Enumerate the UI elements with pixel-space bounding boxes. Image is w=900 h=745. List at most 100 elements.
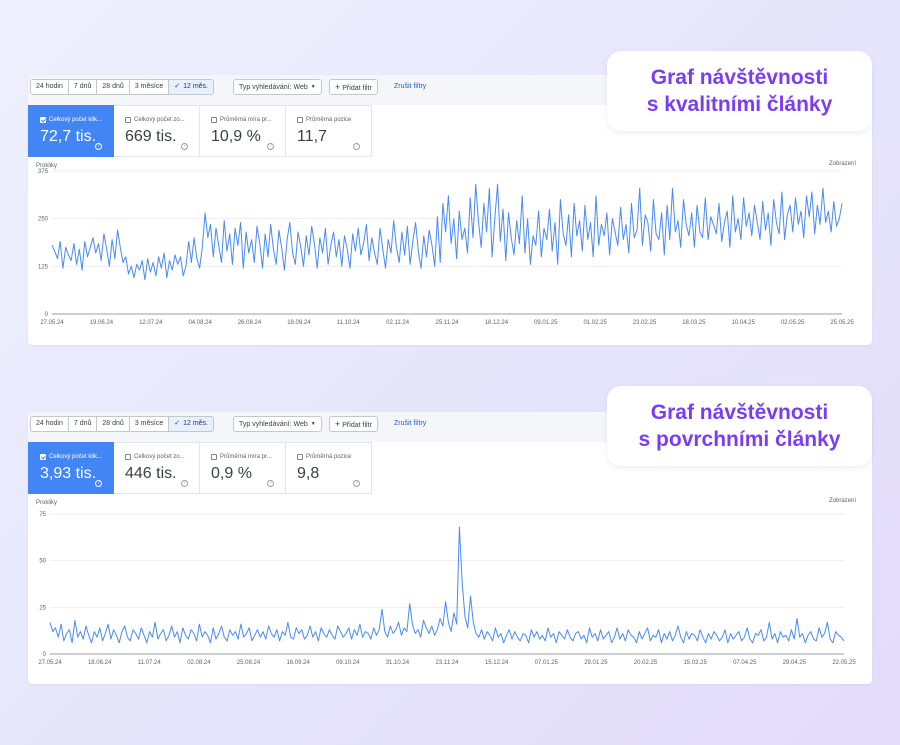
range-12-months-label: 12 měs. [183, 420, 208, 427]
x-tick-label: 25.11.24 [436, 320, 460, 326]
y2-axis-label: Zobrazení [828, 498, 856, 504]
callout-line2: s povrchními články [638, 428, 841, 451]
x-tick-label: 27.05.24 [38, 660, 62, 666]
metric-value: 446 tis. [125, 465, 177, 482]
range-7-days-button[interactable]: 7 dnů [69, 417, 98, 431]
y-tick-label: 125 [38, 264, 49, 270]
range-24-hours-button[interactable]: 24 hodin [31, 80, 69, 94]
metric-card-position[interactable]: Průměrná pozice 9,8 ? [286, 442, 372, 494]
help-icon[interactable]: ? [181, 143, 188, 150]
x-tick-label: 10.04.25 [732, 320, 756, 326]
metric-label: Celkový počet klik... [40, 454, 102, 460]
add-filter-label: Přidat filtr [342, 85, 372, 92]
metric-card-position[interactable]: Průměrná pozice 11,7 ? [286, 105, 372, 157]
range-12-months-button[interactable]: ✓ 12 měs. [169, 80, 213, 94]
help-icon[interactable]: ? [267, 143, 274, 150]
y-tick-label: 50 [39, 559, 46, 565]
callout-line2: s kvalitními články [646, 93, 833, 116]
metric-label: Celkový počet klik... [40, 117, 102, 123]
y-tick-label: 0 [43, 652, 47, 658]
help-icon[interactable]: ? [353, 480, 360, 487]
metric-label: Průměrná míra pr... [211, 117, 272, 123]
x-tick-label: 22.05.25 [832, 660, 856, 666]
x-tick-label: 01.02.25 [583, 320, 607, 326]
metric-label-text: Celkový počet klik... [49, 454, 103, 460]
clear-filters-link[interactable]: Zrušit filtry [394, 420, 427, 427]
metric-card-ctr[interactable]: Průměrná míra pr... 0,9 % ? [200, 442, 286, 494]
x-tick-label: 04.08.24 [188, 320, 212, 326]
x-tick-label: 16.09.24 [286, 660, 310, 666]
line-chart: 0 125 250 375 27.05.24 19.06.24 12.07.24 04.08.… [38, 169, 854, 326]
metric-label-text: Průměrná míra pr... [220, 454, 272, 460]
metric-card-impressions[interactable]: Celkový počet zo... 669 tis. ? [114, 105, 200, 157]
metric-value: 9,8 [297, 465, 320, 482]
date-range-selector: 24 hodin 7 dnů 28 dnů 3 měsíce ✓ 12 měs. [30, 416, 214, 432]
callout-quality: Graf návštěvnosti s kvalitními články [607, 51, 872, 131]
check-icon: ✓ [174, 83, 181, 90]
series-line [49, 526, 845, 644]
line-chart: 0 25 50 75 27.05.24 18.06.24 11.07.24 02.08.24 2… [38, 512, 856, 666]
check-icon: ✓ [174, 420, 181, 427]
callout-line1: Graf návštěvnosti [650, 66, 829, 89]
metric-label-text: Průměrná pozice [306, 454, 352, 460]
metric-label: Celkový počet zo... [125, 454, 185, 460]
x-tick-label: 11.10.24 [337, 320, 361, 326]
metric-card-ctr[interactable]: Průměrná míra pr... 10,9 % ? [200, 105, 286, 157]
metric-label: Průměrná pozice [297, 117, 351, 123]
metric-label-text: Průměrná míra pr... [220, 117, 272, 123]
range-3-months-button[interactable]: 3 měsíce [130, 417, 170, 431]
metric-card-impressions[interactable]: Celkový počet zo... 446 tis. ? [114, 442, 200, 494]
checkbox-icon [125, 117, 131, 123]
x-tick-label: 15.12.24 [485, 660, 509, 666]
clear-filters-link[interactable]: Zrušit filtry [394, 83, 427, 90]
range-7-days-button[interactable]: 7 dnů [69, 80, 98, 94]
x-tick-label: 18.09.24 [287, 320, 311, 326]
help-icon[interactable]: ? [95, 480, 102, 487]
search-type-dropdown[interactable]: Typ vyhledávání: Web ▼ [233, 79, 322, 95]
x-tick-label: 18.12.24 [485, 320, 509, 326]
search-type-label: Typ vyhledávání: Web [239, 420, 308, 428]
plus-icon: + [335, 82, 341, 92]
search-type-label: Typ vyhledávání: Web [239, 83, 308, 91]
metric-value: 669 tis. [125, 128, 177, 145]
range-24-hours-button[interactable]: 24 hodin [31, 417, 69, 431]
help-icon[interactable]: ? [181, 480, 188, 487]
search-type-dropdown[interactable]: Typ vyhledávání: Web ▼ [233, 416, 322, 432]
x-tick-label: 26.08.24 [238, 320, 262, 326]
x-tick-label: 02.08.24 [187, 660, 211, 666]
x-tick-label: 25.08.24 [237, 660, 261, 666]
add-filter-button[interactable]: + Přidat filtr [329, 79, 378, 95]
x-tick-label: 12.07.24 [139, 320, 163, 326]
help-icon[interactable]: ? [267, 480, 274, 487]
add-filter-button[interactable]: + Přidat filtr [329, 416, 378, 432]
callout-shallow: Graf návštěvnosti s povrchními články [607, 386, 872, 466]
y-tick-label: 25 [39, 605, 46, 611]
add-filter-label: Přidat filtr [342, 422, 372, 429]
range-12-months-button[interactable]: ✓ 12 měs. [169, 417, 213, 431]
x-tick-label: 09.10.24 [336, 660, 360, 666]
metric-label-text: Celkový počet klik... [49, 117, 103, 123]
x-tick-label: 07.04.25 [733, 660, 757, 666]
range-28-days-button[interactable]: 28 dnů [97, 80, 130, 94]
caret-down-icon: ▼ [310, 421, 316, 427]
y-axis-label: Prokliky [36, 163, 58, 169]
metric-card-clicks[interactable]: Celkový počet klik... 3,93 tis. ? [28, 442, 114, 494]
clicks-chart: Prokliky Zobrazení 0 25 50 75 27.05.24 18.06.… [28, 494, 872, 684]
metric-label: Celkový počet zo... [125, 117, 185, 123]
help-icon[interactable]: ? [95, 143, 102, 150]
range-28-days-button[interactable]: 28 dnů [97, 417, 130, 431]
y2-axis-label: Zobrazení [828, 161, 856, 167]
metric-label-text: Celkový počet zo... [134, 117, 185, 123]
help-icon[interactable]: ? [353, 143, 360, 150]
x-tick-label: 07.01.25 [535, 660, 559, 666]
x-tick-label: 02.11.24 [386, 320, 410, 326]
checkbox-icon [297, 454, 303, 460]
x-tick-label: 19.06.24 [90, 320, 114, 326]
metric-card-clicks[interactable]: Celkový počet klik... 72,7 tis. ? [28, 105, 114, 157]
x-tick-label: 29.04.25 [783, 660, 807, 666]
x-tick-label: 23.02.25 [633, 320, 657, 326]
checkbox-icon [297, 117, 303, 123]
caret-down-icon: ▼ [310, 84, 316, 90]
range-3-months-button[interactable]: 3 měsíce [130, 80, 170, 94]
checkbox-icon [125, 454, 131, 460]
